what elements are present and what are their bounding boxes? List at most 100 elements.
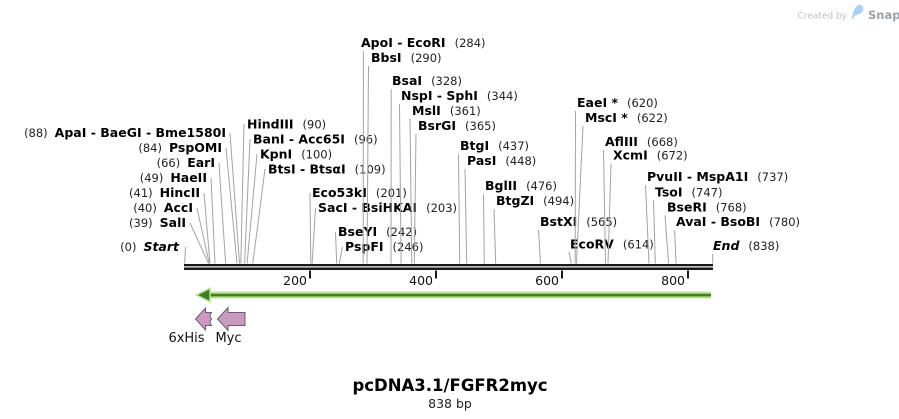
site-label-text: ApoI - EcoRI (284) (361, 35, 486, 50)
restriction-site-label[interactable]: BsaI (328) (390, 73, 462, 264)
restriction-site-label[interactable]: MscI * (622) (576, 110, 668, 264)
restriction-site-label[interactable]: PasI (448) (464, 153, 536, 264)
feature-label-myc: Myc (215, 331, 241, 346)
restriction-site-label[interactable]: BglII (476) (483, 178, 558, 264)
restriction-site-label[interactable]: BanI - Acc65I (96) (244, 132, 378, 264)
site-label-text: PvuII - MspA1I (737) (647, 169, 788, 184)
restriction-site-label[interactable]: EaeI * (620) (574, 95, 658, 264)
map-title: pcDNA3.1/FGFR2myc (352, 376, 547, 395)
end-label[interactable]: End (838) (712, 238, 780, 264)
leader-line (196, 207, 210, 264)
leader-line (493, 208, 497, 264)
site-label-text: SacI - BsiHKAI (203) (318, 200, 457, 215)
restriction-site-label[interactable]: AflIII (668) (603, 134, 678, 264)
restriction-site-label[interactable]: (41) HincII (129, 185, 211, 264)
site-label-text: NspI - SphI (344) (401, 88, 518, 103)
site-label-text: BbsI (290) (371, 50, 442, 65)
restriction-site-label[interactable]: BsrGI (365) (413, 118, 496, 264)
site-label-text: BglII (476) (485, 178, 557, 193)
site-label-text: AvaI - BsoBI (780) (676, 214, 800, 229)
leader-line (413, 133, 417, 264)
restriction-site-label[interactable]: SacI - BsiHKAI (203) (311, 200, 457, 264)
ruler-tick-label: 400 (409, 273, 433, 288)
leader-line (653, 200, 656, 264)
leader-line (203, 192, 211, 264)
site-label-text: BsrGI (365) (418, 118, 496, 133)
site-label-text: (88) ApaI - BaeGI - Bme1580I (24, 125, 226, 140)
feature-arrow-6xhis[interactable] (194, 306, 213, 332)
site-label-text: Eco53kI (201) (312, 185, 407, 200)
leader-line (244, 138, 251, 264)
restriction-site-label[interactable]: BtgI (437) (458, 138, 530, 264)
restriction-site-label[interactable]: ApoI - EcoRI (284) (361, 35, 486, 264)
leader-line (664, 215, 670, 264)
start-label[interactable]: (0) Start (120, 239, 186, 264)
restriction-site-label[interactable]: NspI - SphI (344) (399, 88, 518, 264)
site-label-text: HindIII (90) (247, 117, 326, 132)
ruler-tick-label: 600 (535, 273, 559, 288)
restriction-site-label[interactable]: (40) AccI (133, 200, 210, 264)
site-label-text: AflIII (668) (605, 134, 678, 149)
snapgene-credit[interactable]: Created by SnapGene (797, 4, 899, 22)
restriction-site-label[interactable]: EcoRV (614) (568, 237, 654, 264)
feature-arrow-myc[interactable] (216, 306, 246, 332)
leader-line (674, 229, 677, 264)
restriction-site-label[interactable]: (84) PspOMI (138, 140, 238, 264)
restriction-site-label[interactable]: (49) HaeII (140, 170, 216, 264)
restriction-site-label[interactable]: (66) EarI (157, 155, 227, 264)
restriction-site-label[interactable]: (39) SalI (129, 215, 210, 264)
feature-label-6xhis: 6xHis (168, 331, 204, 346)
leader-line (603, 149, 606, 264)
restriction-site-label[interactable]: AvaI - BsoBI (780) (674, 214, 801, 264)
leader-line (225, 147, 238, 264)
site-label-text: End (838) (713, 238, 779, 253)
site-label-text: BsaI (328) (392, 73, 462, 88)
6xhis-arrow-shape (194, 306, 213, 332)
restriction-site-label[interactable]: BtsI - BtsαI (109) (252, 162, 386, 264)
site-label-text: (39) SalI (129, 215, 186, 230)
restriction-site-label[interactable]: PspFI (246) (338, 239, 423, 264)
site-label-text: BtgZI (494) (496, 193, 574, 208)
restriction-site-label[interactable]: BseRI (768) (664, 200, 747, 264)
leader-line (252, 168, 266, 264)
leader-line (483, 193, 485, 264)
site-label-text: (84) PspOMI (138, 140, 222, 155)
leader-line (218, 162, 227, 264)
sequence-line-top (184, 264, 713, 267)
restriction-site-label[interactable]: KpnI (100) (246, 147, 332, 264)
restriction-site-label[interactable]: BbsI (290) (366, 50, 442, 264)
leader-line (229, 132, 240, 264)
leader-line (246, 153, 258, 264)
leader-line (607, 163, 612, 264)
orf-arrowhead (194, 287, 211, 303)
leader-line (338, 246, 343, 264)
leader-line (409, 118, 413, 264)
restriction-site-label[interactable]: BtgZI (494) (493, 193, 574, 264)
leader-line (645, 184, 650, 264)
leader-line (399, 103, 402, 264)
restriction-site-label[interactable]: TsoI (747) (653, 185, 723, 264)
restriction-site-label[interactable]: (88) ApaI - BaeGI - Bme1580I (24, 125, 240, 264)
site-label-text: PasI (448) (467, 153, 536, 168)
leader-line (311, 207, 316, 264)
restriction-site-label[interactable]: HindIII (90) (240, 117, 326, 264)
site-label-text: TsoI (747) (655, 185, 722, 200)
restriction-site-label[interactable]: PvuII - MspA1I (737) (645, 169, 789, 264)
myc-arrow-shape (216, 306, 246, 332)
snapgene-logo-text: SnapGene (868, 8, 899, 22)
restriction-site-label[interactable]: XcmI (672) (607, 148, 688, 264)
leader-line (538, 229, 541, 264)
site-label-text: BtgI (437) (460, 138, 529, 153)
site-label-text: PspFI (246) (345, 239, 423, 254)
site-label-text: MscI * (622) (585, 110, 668, 125)
restriction-site-label[interactable]: MslI (361) (409, 103, 481, 264)
leader-line (240, 123, 245, 264)
leader-line (309, 192, 312, 264)
site-label-text: BseRI (768) (667, 200, 747, 215)
leader-line (464, 168, 468, 264)
sequence-line-bottom (184, 267, 713, 270)
site-label-text: EcoRV (614) (570, 237, 654, 252)
leader-line (576, 125, 584, 264)
orf-feature-arrow[interactable] (194, 287, 712, 303)
ruler-tick-label: 800 (661, 273, 685, 288)
